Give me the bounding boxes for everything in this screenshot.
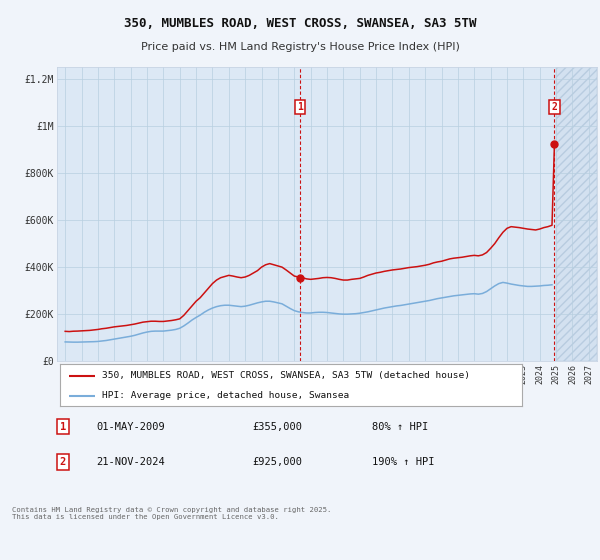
Text: 01-MAY-2009: 01-MAY-2009 (96, 422, 165, 432)
Text: HPI: Average price, detached house, Swansea: HPI: Average price, detached house, Swan… (101, 391, 349, 400)
Text: 2: 2 (60, 457, 66, 467)
Text: Contains HM Land Registry data © Crown copyright and database right 2025.
This d: Contains HM Land Registry data © Crown c… (12, 507, 331, 520)
Bar (556, 67, 597, 361)
Text: 21-NOV-2024: 21-NOV-2024 (96, 457, 165, 467)
Text: 1: 1 (297, 102, 302, 112)
Text: 350, MUMBLES ROAD, WEST CROSS, SWANSEA, SA3 5TW (detached house): 350, MUMBLES ROAD, WEST CROSS, SWANSEA, … (101, 371, 470, 380)
Text: Price paid vs. HM Land Registry's House Price Index (HPI): Price paid vs. HM Land Registry's House … (140, 42, 460, 52)
Text: 1: 1 (60, 422, 66, 432)
Text: £355,000: £355,000 (252, 422, 302, 432)
Text: £925,000: £925,000 (252, 457, 302, 467)
Text: 2: 2 (551, 102, 557, 112)
Text: 80% ↑ HPI: 80% ↑ HPI (372, 422, 428, 432)
Text: 190% ↑ HPI: 190% ↑ HPI (372, 457, 434, 467)
Bar (556, 67, 597, 361)
Text: 350, MUMBLES ROAD, WEST CROSS, SWANSEA, SA3 5TW: 350, MUMBLES ROAD, WEST CROSS, SWANSEA, … (124, 17, 476, 30)
